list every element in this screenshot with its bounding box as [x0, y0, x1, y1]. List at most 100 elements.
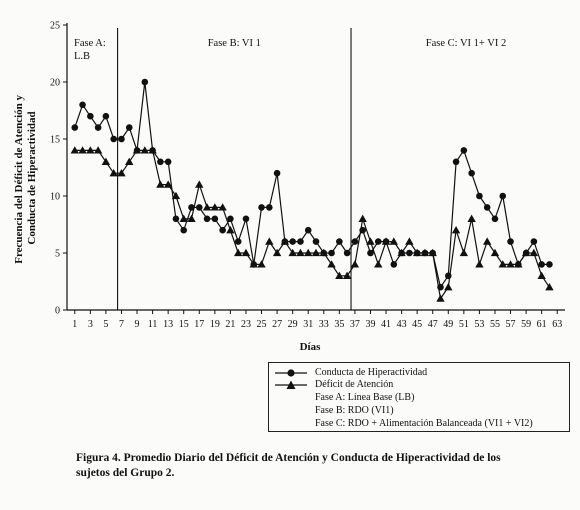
- data-point: [490, 248, 500, 257]
- x-tick-label: 61: [537, 319, 547, 330]
- data-point: [530, 238, 538, 245]
- data-point: [288, 248, 297, 257]
- data-point: [87, 112, 94, 120]
- data-point: [157, 158, 164, 166]
- data-point: [257, 260, 266, 268]
- data-point: [319, 248, 328, 257]
- data-point: [172, 215, 180, 223]
- data-point: [241, 248, 251, 257]
- data-point: [374, 260, 383, 268]
- data-point: [179, 214, 188, 222]
- data-point: [187, 214, 196, 222]
- data-point: [227, 215, 234, 223]
- x-tick-label: 27: [272, 319, 282, 330]
- y-tick-label: 0: [55, 306, 60, 317]
- y-tick-label: 5: [55, 249, 60, 260]
- data-point: [195, 180, 204, 188]
- data-point: [529, 248, 539, 257]
- data-point: [273, 169, 281, 177]
- x-tick-label: 33: [319, 319, 329, 330]
- x-tick-label: 45: [412, 319, 422, 330]
- data-point: [156, 180, 165, 188]
- data-point: [171, 191, 181, 200]
- legend: Conducta de Hiperactividad Déficit de At…: [268, 362, 570, 432]
- data-point: [202, 203, 212, 211]
- data-point: [296, 248, 305, 257]
- x-tick-label: 35: [334, 319, 344, 330]
- x-tick-label: 29: [288, 319, 298, 330]
- triangle-marker-icon: [275, 380, 307, 389]
- y-tick-label: 15: [50, 135, 60, 146]
- data-point: [350, 260, 360, 268]
- data-point: [140, 146, 150, 154]
- legend-note-phase-a: Fase A: Línea Base (LB): [315, 392, 415, 403]
- x-tick-label: 7: [119, 319, 124, 330]
- data-point: [93, 146, 103, 154]
- data-point: [79, 101, 86, 109]
- data-point: [444, 283, 453, 291]
- data-point: [381, 237, 391, 245]
- x-tick-label: 11: [148, 319, 158, 330]
- x-tick-label: 55: [490, 319, 500, 330]
- data-point: [476, 192, 483, 200]
- x-tick-label: 17: [194, 319, 204, 330]
- phase-label-line: Fase C: VI 1+ VI 2: [426, 38, 507, 49]
- phase-label-line: L.B: [74, 51, 90, 62]
- legend-note-phase-c: Fase C: RDO + Alimentación Balanceada (V…: [315, 418, 533, 429]
- x-tick-label: 19: [210, 319, 220, 330]
- data-point: [195, 204, 203, 211]
- data-point: [125, 157, 134, 165]
- x-tick-label: 47: [428, 319, 438, 330]
- data-point: [335, 271, 344, 279]
- data-point: [459, 248, 469, 257]
- data-point: [272, 248, 282, 257]
- data-point: [117, 169, 126, 177]
- data-point: [219, 226, 226, 234]
- data-point: [452, 158, 460, 166]
- x-tick-label: 57: [506, 319, 516, 330]
- data-point: [78, 146, 87, 154]
- x-tick-label: 1: [72, 319, 77, 330]
- series-line: [74, 149, 550, 300]
- data-point: [374, 238, 382, 245]
- data-point: [327, 260, 336, 268]
- data-point: [482, 237, 492, 245]
- x-tick-label: 21: [225, 319, 235, 330]
- y-tick-label: 25: [50, 21, 60, 32]
- data-point: [389, 237, 399, 245]
- data-point: [226, 226, 235, 234]
- data-point: [366, 237, 375, 245]
- data-point: [351, 238, 359, 245]
- data-point: [514, 260, 523, 268]
- y-axis-title-line-2: Conducta de Hiperactividad: [26, 111, 38, 244]
- y-axis-title: Frecuencia del Déficit de Atención y Con…: [13, 92, 38, 263]
- data-point: [367, 249, 374, 257]
- data-point: [101, 157, 111, 165]
- x-tick-label: 43: [397, 319, 407, 330]
- data-point: [211, 215, 219, 223]
- legend-label: Conducta de Hiperactividad: [315, 367, 428, 378]
- data-point: [249, 260, 258, 268]
- data-point: [498, 260, 507, 268]
- data-point: [110, 135, 117, 143]
- series-layer: [70, 78, 554, 302]
- legend-label: Déficit de Atención: [315, 379, 394, 390]
- data-point: [289, 238, 296, 245]
- data-point: [343, 249, 351, 257]
- data-point: [148, 146, 157, 154]
- legend-note-phase-b: Fase B: RDO (VI1): [315, 405, 394, 416]
- data-point: [538, 261, 545, 268]
- data-point: [141, 78, 149, 86]
- y-tick-label: 20: [50, 78, 60, 89]
- data-point: [537, 271, 546, 279]
- data-point: [70, 146, 79, 154]
- data-point: [258, 204, 265, 211]
- data-point: [86, 146, 95, 154]
- data-point: [102, 112, 110, 120]
- data-point: [545, 283, 554, 291]
- x-axis-title: Días: [300, 341, 322, 353]
- series-circle: [71, 78, 553, 291]
- data-point: [328, 249, 335, 257]
